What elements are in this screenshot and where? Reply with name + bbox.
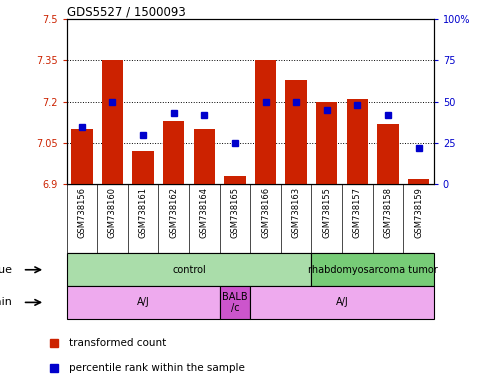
Text: GSM738164: GSM738164 [200,187,209,238]
Text: GSM738161: GSM738161 [139,187,147,238]
Text: GSM738163: GSM738163 [291,187,301,238]
Text: GSM738160: GSM738160 [108,187,117,238]
Text: GSM738162: GSM738162 [169,187,178,238]
Text: GSM738165: GSM738165 [230,187,240,238]
Text: GSM738156: GSM738156 [77,187,86,238]
Bar [219,286,250,319]
Bar [312,253,434,286]
Bar [255,61,276,184]
Text: percentile rank within the sample: percentile rank within the sample [70,363,245,373]
Text: GDS5527 / 1500093: GDS5527 / 1500093 [67,5,185,18]
Text: GSM738157: GSM738157 [353,187,362,238]
Text: A/J: A/J [137,297,149,308]
Bar [163,121,184,184]
Bar [285,80,307,184]
Text: GSM738155: GSM738155 [322,187,331,238]
Bar [377,124,399,184]
Text: tissue: tissue [0,265,12,275]
Bar [224,176,246,184]
Bar [250,286,434,319]
Text: A/J: A/J [336,297,349,308]
Text: transformed count: transformed count [70,338,167,348]
Bar [67,286,219,319]
Bar [316,102,337,184]
Text: rhabdomyosarcoma tumor: rhabdomyosarcoma tumor [308,265,437,275]
Bar [194,129,215,184]
Bar [132,151,154,184]
Text: GSM738159: GSM738159 [414,187,423,238]
Bar [408,179,429,184]
Text: control: control [172,265,206,275]
Text: strain: strain [0,297,12,308]
Bar [347,99,368,184]
Text: BALB
/c: BALB /c [222,291,247,313]
Text: GSM738158: GSM738158 [384,187,392,238]
Bar [71,129,93,184]
Bar [67,253,312,286]
Text: GSM738166: GSM738166 [261,187,270,238]
Bar [102,61,123,184]
